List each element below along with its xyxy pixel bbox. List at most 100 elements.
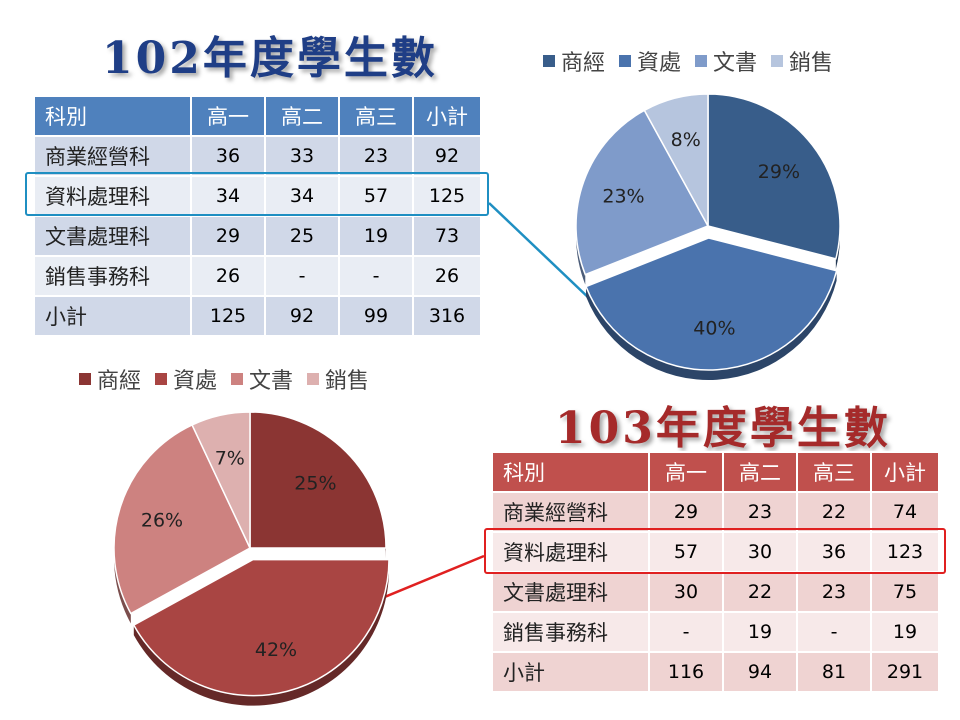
value-cell: 92 [264, 295, 340, 337]
value-cell: - [648, 611, 724, 653]
legend-item: 商經 [79, 363, 141, 395]
legend-item: 銷售 [771, 45, 833, 77]
header-cell: 高一 [190, 95, 266, 137]
title-102: 102年度學生數 [102, 33, 438, 84]
header-cell: 高一 [648, 451, 724, 493]
value-cell: 33 [264, 135, 340, 177]
value-cell: 34 [190, 175, 266, 217]
legend-swatch [695, 55, 708, 67]
value-cell: 316 [412, 295, 482, 337]
pie-slice-side [586, 270, 837, 380]
value-cell: 74 [870, 491, 940, 533]
connector-line-102 [488, 202, 613, 321]
legend-label: 商經 [97, 369, 142, 394]
value-cell: 22 [722, 571, 798, 613]
value-cell: 291 [870, 651, 940, 693]
value-cell: 92 [412, 135, 482, 177]
row-label-cell: 商業經營科 [491, 491, 650, 533]
value-cell: 30 [648, 571, 724, 613]
value-cell: - [264, 255, 340, 297]
value-cell: 26 [190, 255, 266, 297]
table-row: 銷售事務科 26- -26 [33, 255, 482, 297]
pie-slice [249, 411, 387, 549]
pie-slice [113, 423, 251, 615]
value-cell: 36 [796, 531, 872, 573]
legend-label: 資處 [637, 51, 682, 76]
header-cell: 科別 [491, 451, 650, 493]
value-cell: 75 [870, 571, 940, 613]
header-cell: 高二 [722, 451, 798, 493]
header-cell: 科別 [33, 95, 192, 137]
legend-swatch [771, 55, 784, 67]
legend-label: 商經 [561, 51, 606, 76]
value-cell: 25 [264, 215, 340, 257]
header-cell: 小計 [412, 95, 482, 137]
legend-swatch [619, 55, 632, 67]
pie-data-label: 42% [255, 639, 297, 661]
value-cell: 57 [338, 175, 414, 217]
legend-item: 資處 [155, 363, 217, 395]
table-103: 科別 高一 高二 高三 小計 商業經營科 29 23 22 74 資料處理科 57 30 36 1… [491, 451, 940, 693]
pie-data-label: 7% [215, 448, 245, 470]
table-header-row: 科別 高一 高二 高三 小計 [33, 95, 482, 137]
legend-swatch [155, 373, 168, 385]
pie-data-label: 29% [758, 161, 800, 183]
legend-label: 文書 [713, 51, 758, 76]
legend-item: 商經 [543, 45, 605, 77]
legend-item: 銷售 [307, 363, 369, 395]
value-cell: 116 [648, 651, 724, 693]
value-cell: 36 [190, 135, 266, 177]
pie-slice-side [576, 110, 645, 285]
value-cell: 26 [412, 255, 482, 297]
row-label-cell: 銷售事務科 [33, 255, 192, 297]
pie-slice-side [113, 424, 193, 624]
table-row: 文書處理科 29 25 19 73 [33, 215, 482, 257]
legend-item: 文書 [231, 363, 293, 395]
pie-data-label: 23% [602, 186, 644, 208]
title-103: 103年度學生數 [555, 403, 891, 454]
legend-item: 資處 [619, 45, 681, 77]
table-102: 科別 高一 高二 高三 小計 商業經營科 36 33 23 92 資料處理科 34 34 57 1… [33, 95, 482, 337]
header-cell: 高三 [338, 95, 414, 137]
legend-swatch [543, 55, 555, 67]
header-cell: 小計 [870, 451, 940, 493]
value-cell: 81 [796, 651, 872, 693]
value-cell: 22 [796, 491, 872, 533]
value-cell: 29 [648, 491, 724, 533]
pie-slice-side [708, 94, 840, 269]
row-label-cell: 小計 [33, 295, 192, 337]
legend-label: 銷售 [325, 369, 370, 394]
legend-103: 商經 資處 文書 銷售 [79, 363, 369, 395]
table-row: 資料處理科 57 30 36 123 [491, 531, 940, 573]
header-cell: 高三 [796, 451, 872, 493]
header-cell: 高二 [264, 95, 340, 137]
row-label-cell: 文書處理科 [33, 215, 192, 257]
pie-data-label: 25% [294, 473, 336, 495]
pie-slice-side [192, 412, 250, 435]
value-cell: 94 [722, 651, 798, 693]
pie-chart-103: 25% 42% 26% 7% [113, 411, 390, 706]
table-row: 文書處理科 30 22 23 75 [491, 571, 940, 613]
table-row: 銷售事務科 -19-19 [491, 611, 940, 653]
table-row: 商業經營科 29 23 22 74 [491, 491, 940, 533]
highlight-box-103 [484, 528, 946, 574]
value-cell: 125 [190, 295, 266, 337]
value-cell: 34 [264, 175, 340, 217]
pie-slice-side [250, 412, 386, 558]
pie-slice [575, 109, 710, 276]
legend-swatch [231, 373, 244, 385]
pie-slice [191, 411, 251, 549]
row-label-cell: 商業經營科 [33, 135, 192, 177]
legend-102: 商經 資處 文書 銷售 [543, 45, 833, 77]
row-label-cell: 文書處理科 [491, 571, 650, 613]
value-cell: 19 [870, 611, 940, 653]
legend-swatch [307, 373, 320, 385]
highlight-box-102 [25, 172, 489, 216]
pie-slice [585, 237, 838, 371]
pie-slice-side [133, 559, 389, 706]
value-cell: 73 [412, 215, 482, 257]
row-label-cell: 資料處理科 [491, 531, 650, 573]
legend-item: 文書 [695, 45, 757, 77]
value-cell: 19 [338, 215, 414, 257]
table-row: 商業經營科 36 33 23 92 [33, 135, 482, 177]
